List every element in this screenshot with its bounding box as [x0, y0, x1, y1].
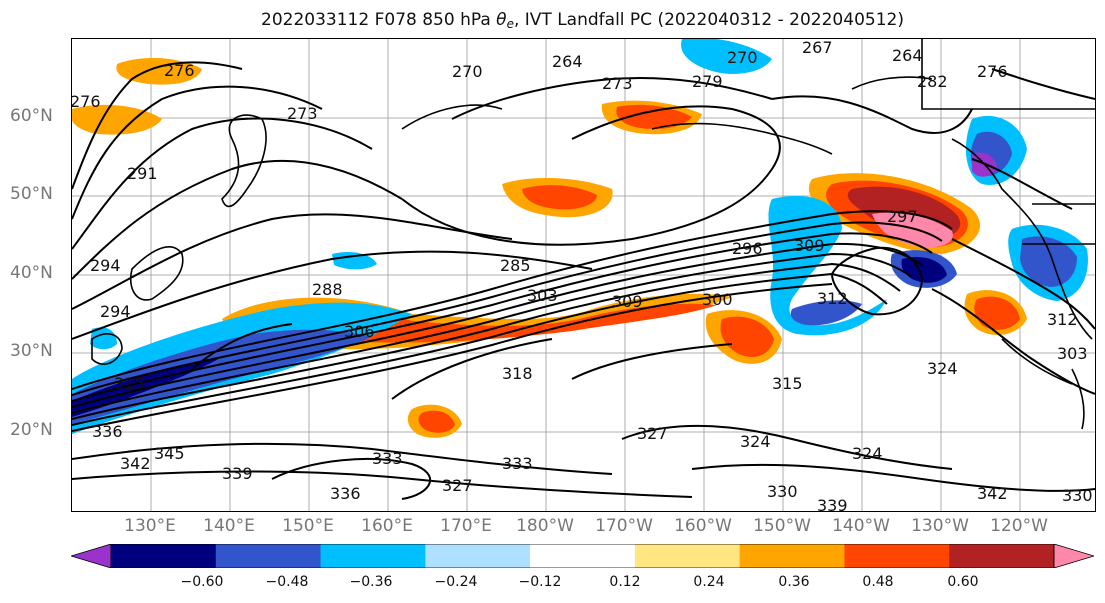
- contour-label: 273: [602, 74, 633, 93]
- colorbar-tick: 0.36: [778, 574, 810, 590]
- colorbar-tick: −0.12: [518, 574, 562, 590]
- contour-label: 288: [312, 280, 343, 299]
- contour-label: 336: [92, 422, 123, 441]
- contour-label: 315: [772, 374, 803, 393]
- contour-labels: 276 270 264 273 279 270 264 267 282 276 …: [72, 39, 1093, 511]
- contour-label: 309: [794, 236, 825, 255]
- contour-label: 296: [732, 239, 763, 258]
- colorbar-tick: −0.24: [434, 574, 478, 590]
- contour-label: 318: [502, 364, 533, 383]
- contour-label: 276: [977, 62, 1008, 81]
- contour-label: 276: [72, 92, 101, 111]
- contour-label: 306: [344, 322, 375, 341]
- contour-label: 270: [727, 48, 758, 67]
- colorbar-extend-low: [69, 543, 112, 569]
- lat-label: 60°N: [10, 106, 53, 126]
- contour-label: 285: [500, 256, 531, 275]
- contour-label: 294: [100, 302, 131, 321]
- contour-label: 339: [817, 496, 848, 511]
- lon-label: 130°E: [124, 516, 176, 536]
- figure-title: 2022033112 F078 850 hPa θe, IVT Landfall…: [0, 10, 1105, 31]
- colorbar-swatch: [949, 544, 1055, 568]
- contour-label: 309: [612, 292, 643, 311]
- contour-label: 315: [114, 374, 145, 393]
- contour-label: 264: [892, 46, 923, 65]
- lon-label: 130°W: [911, 516, 969, 536]
- map-svg: 276 270 264 273 279 270 264 267 282 276 …: [72, 39, 1095, 511]
- contour-label: 330: [1062, 486, 1093, 505]
- colorbar-tick: 0.24: [693, 574, 725, 590]
- contour-label: 327: [637, 424, 668, 443]
- contour-label: 270: [452, 62, 483, 81]
- map-panel: 276 270 264 273 279 270 264 267 282 276 …: [71, 38, 1096, 512]
- contour-label: 345: [154, 444, 185, 463]
- lat-label: 30°N: [10, 341, 53, 361]
- contour-label: 336: [330, 484, 361, 503]
- colorbar-tick: −0.60: [180, 574, 224, 590]
- lon-label: 120°W: [990, 516, 1048, 536]
- coastlines: [91, 39, 1095, 430]
- contour-label: 303: [1057, 344, 1088, 363]
- contour-label: 267: [802, 39, 833, 57]
- title-main: 2022033112 F078 850 hPa: [261, 10, 497, 30]
- colorbar-svg: [69, 543, 1096, 569]
- colorbar-tick: 0.48: [862, 574, 894, 590]
- colorbar: [69, 543, 1096, 572]
- title-theta: θ: [496, 10, 507, 30]
- contour-label: 330: [767, 482, 798, 501]
- contour-label: 294: [90, 256, 121, 275]
- contour-label: 324: [740, 432, 771, 451]
- title-rest: , IVT Landfall PC (2022040312 - 20220405…: [513, 10, 904, 30]
- lat-label: 50°N: [10, 184, 53, 204]
- contour-label: 273: [287, 104, 318, 123]
- contour-label: 327: [442, 476, 473, 495]
- lon-label: 160°W: [674, 516, 732, 536]
- contour-label: 264: [552, 52, 583, 71]
- contour-label: 324: [852, 444, 883, 463]
- lat-label: 20°N: [10, 420, 53, 440]
- lon-label: 150°E: [282, 516, 334, 536]
- contour-label: 291: [127, 164, 158, 183]
- lon-label: 180°W: [516, 516, 574, 536]
- lon-label: 160°E: [361, 516, 413, 536]
- theta-e-contours: [72, 61, 1095, 500]
- colorbar-tick: 0.60: [947, 574, 979, 590]
- title-subscript: e: [506, 17, 514, 31]
- contour-label: 342: [977, 484, 1008, 503]
- colorbar-tick: −0.48: [265, 574, 309, 590]
- colorbar-tick: −0.36: [349, 574, 393, 590]
- contour-label: 297: [887, 207, 918, 226]
- colorbar-swatch: [215, 544, 322, 568]
- contour-label: 339: [222, 464, 253, 483]
- colorbar-swatch: [530, 544, 636, 568]
- colorbar-swatch: [111, 544, 217, 568]
- contour-label: 276: [164, 61, 195, 80]
- lon-label: 140°E: [203, 516, 255, 536]
- contour-label: 312: [817, 289, 848, 308]
- contour-label: 282: [917, 72, 948, 91]
- contour-label: 303: [527, 286, 558, 305]
- colorbar-swatch: [320, 544, 426, 568]
- contour-label: 333: [372, 449, 403, 468]
- colorbar-swatch: [739, 544, 845, 568]
- colorbar-tick: 0.12: [609, 574, 641, 590]
- colorbar-swatch: [425, 544, 531, 568]
- contour-label: 324: [927, 359, 958, 378]
- contour-label: 279: [692, 72, 723, 91]
- lon-label: 140°W: [832, 516, 890, 536]
- lat-label: 40°N: [10, 263, 53, 283]
- contour-label: 300: [702, 290, 733, 309]
- contour-label: 333: [502, 454, 533, 473]
- contour-label: 342: [120, 454, 151, 473]
- lon-label: 150°W: [753, 516, 811, 536]
- contour-label: 312: [1047, 310, 1078, 329]
- colorbar-swatch: [844, 544, 950, 568]
- colorbar-swatch: [634, 544, 741, 568]
- lon-label: 170°W: [595, 516, 653, 536]
- colorbar-extend-high: [1053, 543, 1096, 569]
- lon-label: 170°E: [440, 516, 492, 536]
